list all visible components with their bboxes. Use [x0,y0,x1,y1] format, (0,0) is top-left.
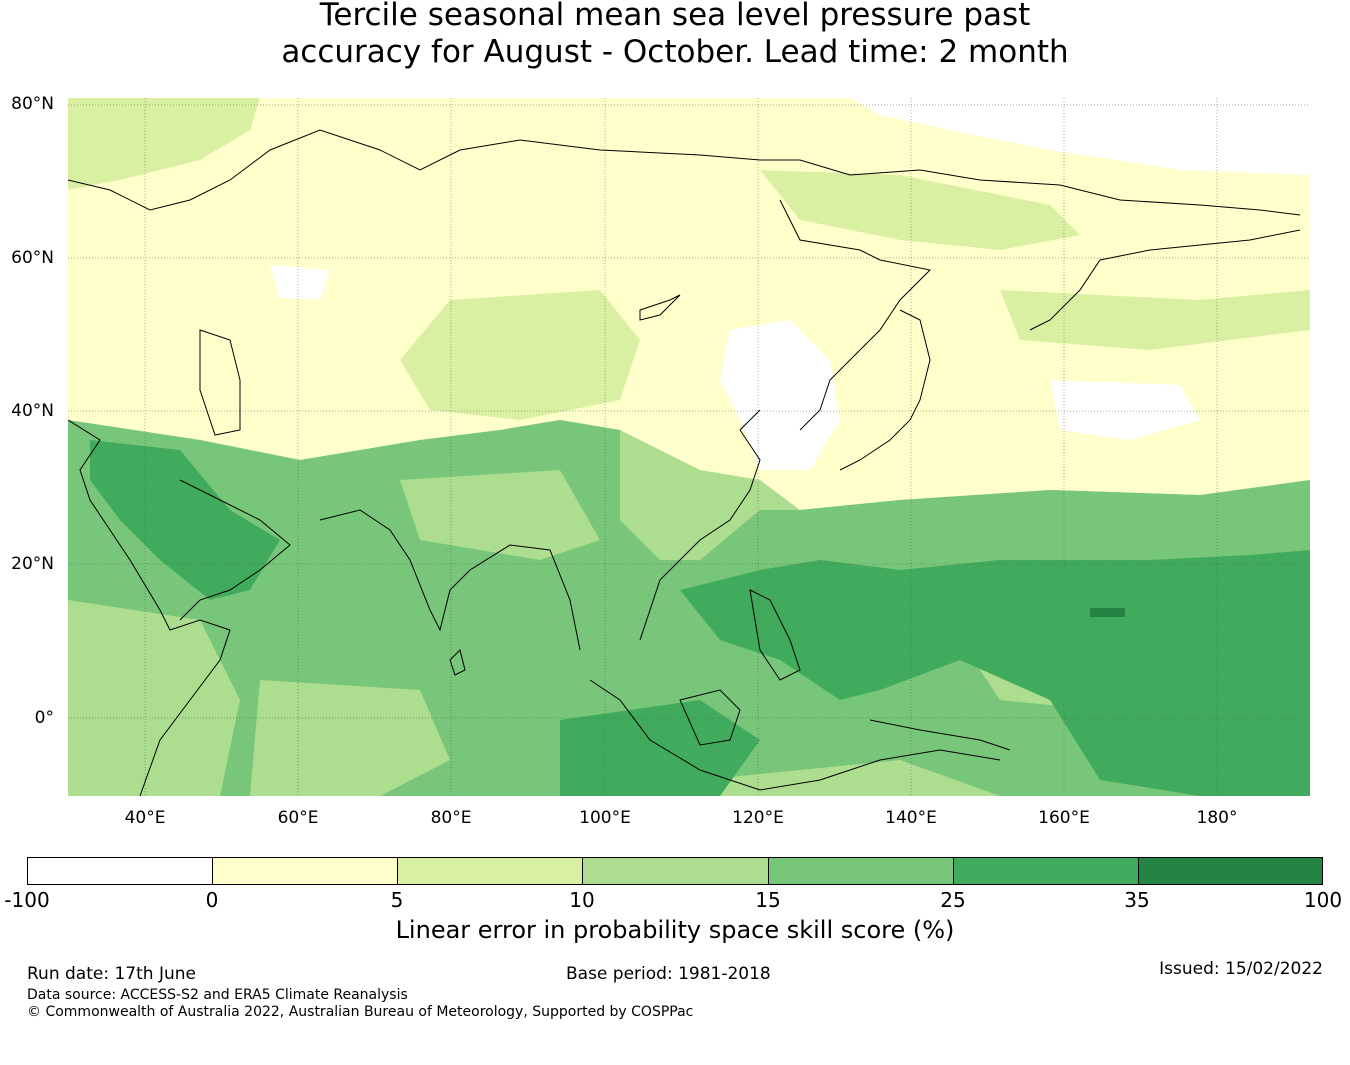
shading-pacific-patch [1000,290,1310,350]
colorbar-tick: 15 [755,888,781,912]
lon-label-160e: 160°E [1038,808,1090,828]
lat-label-40n: 40°N [11,401,54,421]
shading-siberia-patch [760,170,1080,250]
lat-label-60n: 60°N [11,248,54,268]
colorbar-tick: 25 [940,888,966,912]
shading-nw-patch [68,98,260,190]
colorbar-tick: 10 [569,888,595,912]
shading-arabia-high [90,440,280,600]
colorbar-segment-10-15 [583,858,769,884]
colorbar-segment-neg100-0 [28,858,213,884]
shading-indonesia-high [560,700,760,796]
colorbar-tick: 35 [1124,888,1150,912]
colorbar-tick: 100 [1303,888,1343,912]
colorbar-segment-25-35 [954,858,1139,884]
graticule [68,98,1310,796]
colorbar-tick: 5 [390,888,404,912]
base-period: Base period: 1981-2018 [566,964,771,984]
lon-label-80e: 80°E [430,808,472,828]
lon-label-40e: 40°E [124,808,166,828]
title-line-1: Tercile seasonal mean sea level pressure… [319,0,1031,33]
coastlines [68,129,1301,796]
shading-pacific-negative [1050,380,1200,440]
lat-label-0: 0° [34,708,54,728]
colorbar-segment-5-10 [398,858,583,884]
data-source: Data source: ACCESS-S2 and ERA5 Climate … [27,987,408,1003]
shading-indian-ocean-patch [250,680,450,796]
colorbar-label: Linear error in probability space skill … [395,916,955,944]
colorbar-tick: -100 [4,888,50,912]
shading-africa-patch [68,600,240,796]
colorbar-segment-15-25 [769,858,954,884]
title-line-2: accuracy for August - October. Lead time… [281,34,1069,70]
shading-china-negative [720,320,840,470]
issued-date: Issued: 15/02/2022 [1159,959,1323,979]
lon-label-120e: 120°E [732,808,784,828]
shading-central-asia-patch [400,290,640,420]
shading-tibet-patch [400,470,600,560]
map-title: Tercile seasonal mean sea level pressure… [0,0,1350,71]
shading-west-pacific-high [680,550,1310,796]
shading-russia-negative [270,265,330,300]
colorbar-segment-0-5 [213,858,398,884]
colorbar-segment-35-100 [1139,858,1322,884]
skill-shading-layer [68,98,1310,796]
colorbar [27,857,1323,885]
copyright: © Commonwealth of Australia 2022, Austra… [27,1004,694,1020]
lon-label-100e: 100°E [579,808,631,828]
lon-label-60e: 60°E [277,808,319,828]
colorbar-tick: 0 [205,888,219,912]
lat-label-20n: 20°N [11,554,54,574]
lon-label-140e: 140°E [885,808,937,828]
shading-peak-patch [1090,608,1125,617]
lat-label-80n: 80°N [11,94,54,114]
skill-score-map [68,98,1310,796]
lon-label-180: 180° [1196,808,1238,828]
shading-arctic-negative [850,98,1310,175]
run-date: Run date: 17th June [27,964,196,984]
